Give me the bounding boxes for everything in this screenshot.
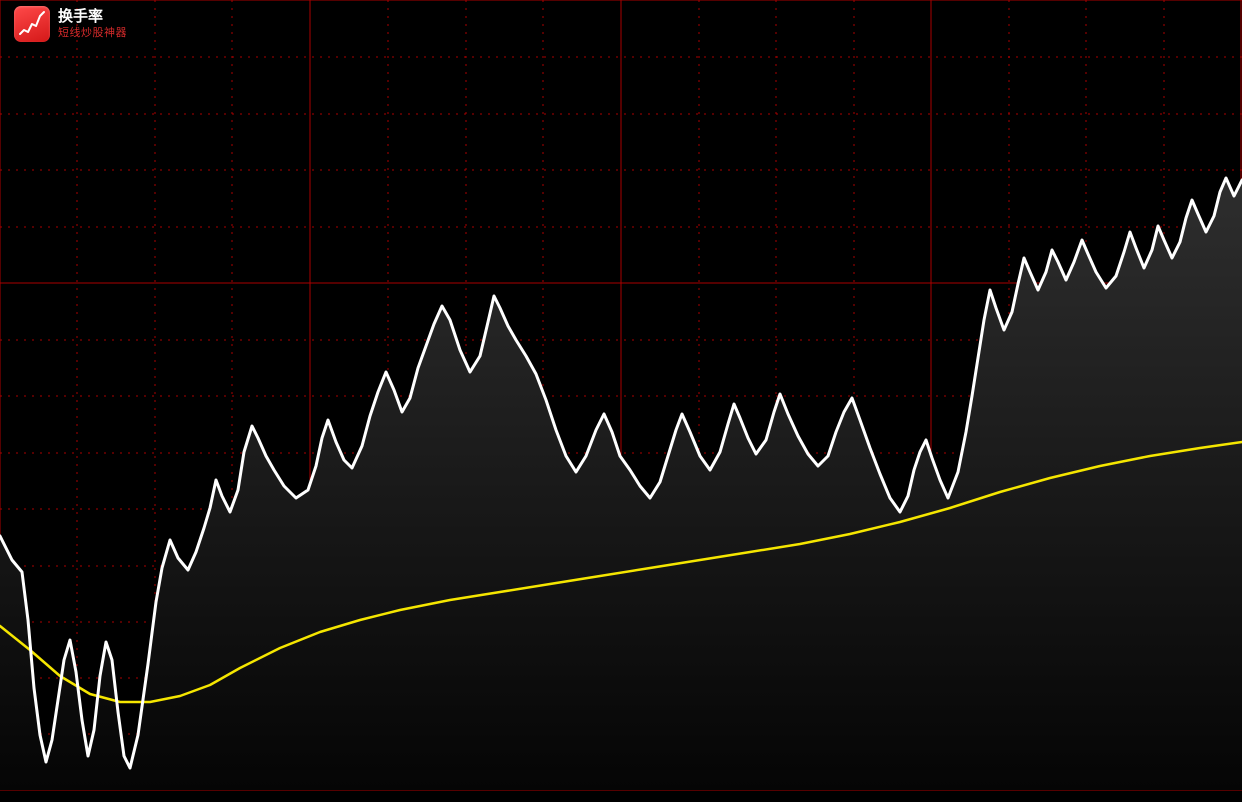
app-logo-text: 换手率 短线炒股神器 [58, 9, 127, 39]
app-logo: 换手率 短线炒股神器 [14, 6, 127, 42]
chart-canvas [0, 0, 1242, 802]
app-subtitle: 短线炒股神器 [58, 27, 127, 39]
app-logo-icon [14, 6, 50, 42]
stock-intraday-chart [0, 0, 1242, 802]
app-title: 换手率 [58, 9, 127, 26]
